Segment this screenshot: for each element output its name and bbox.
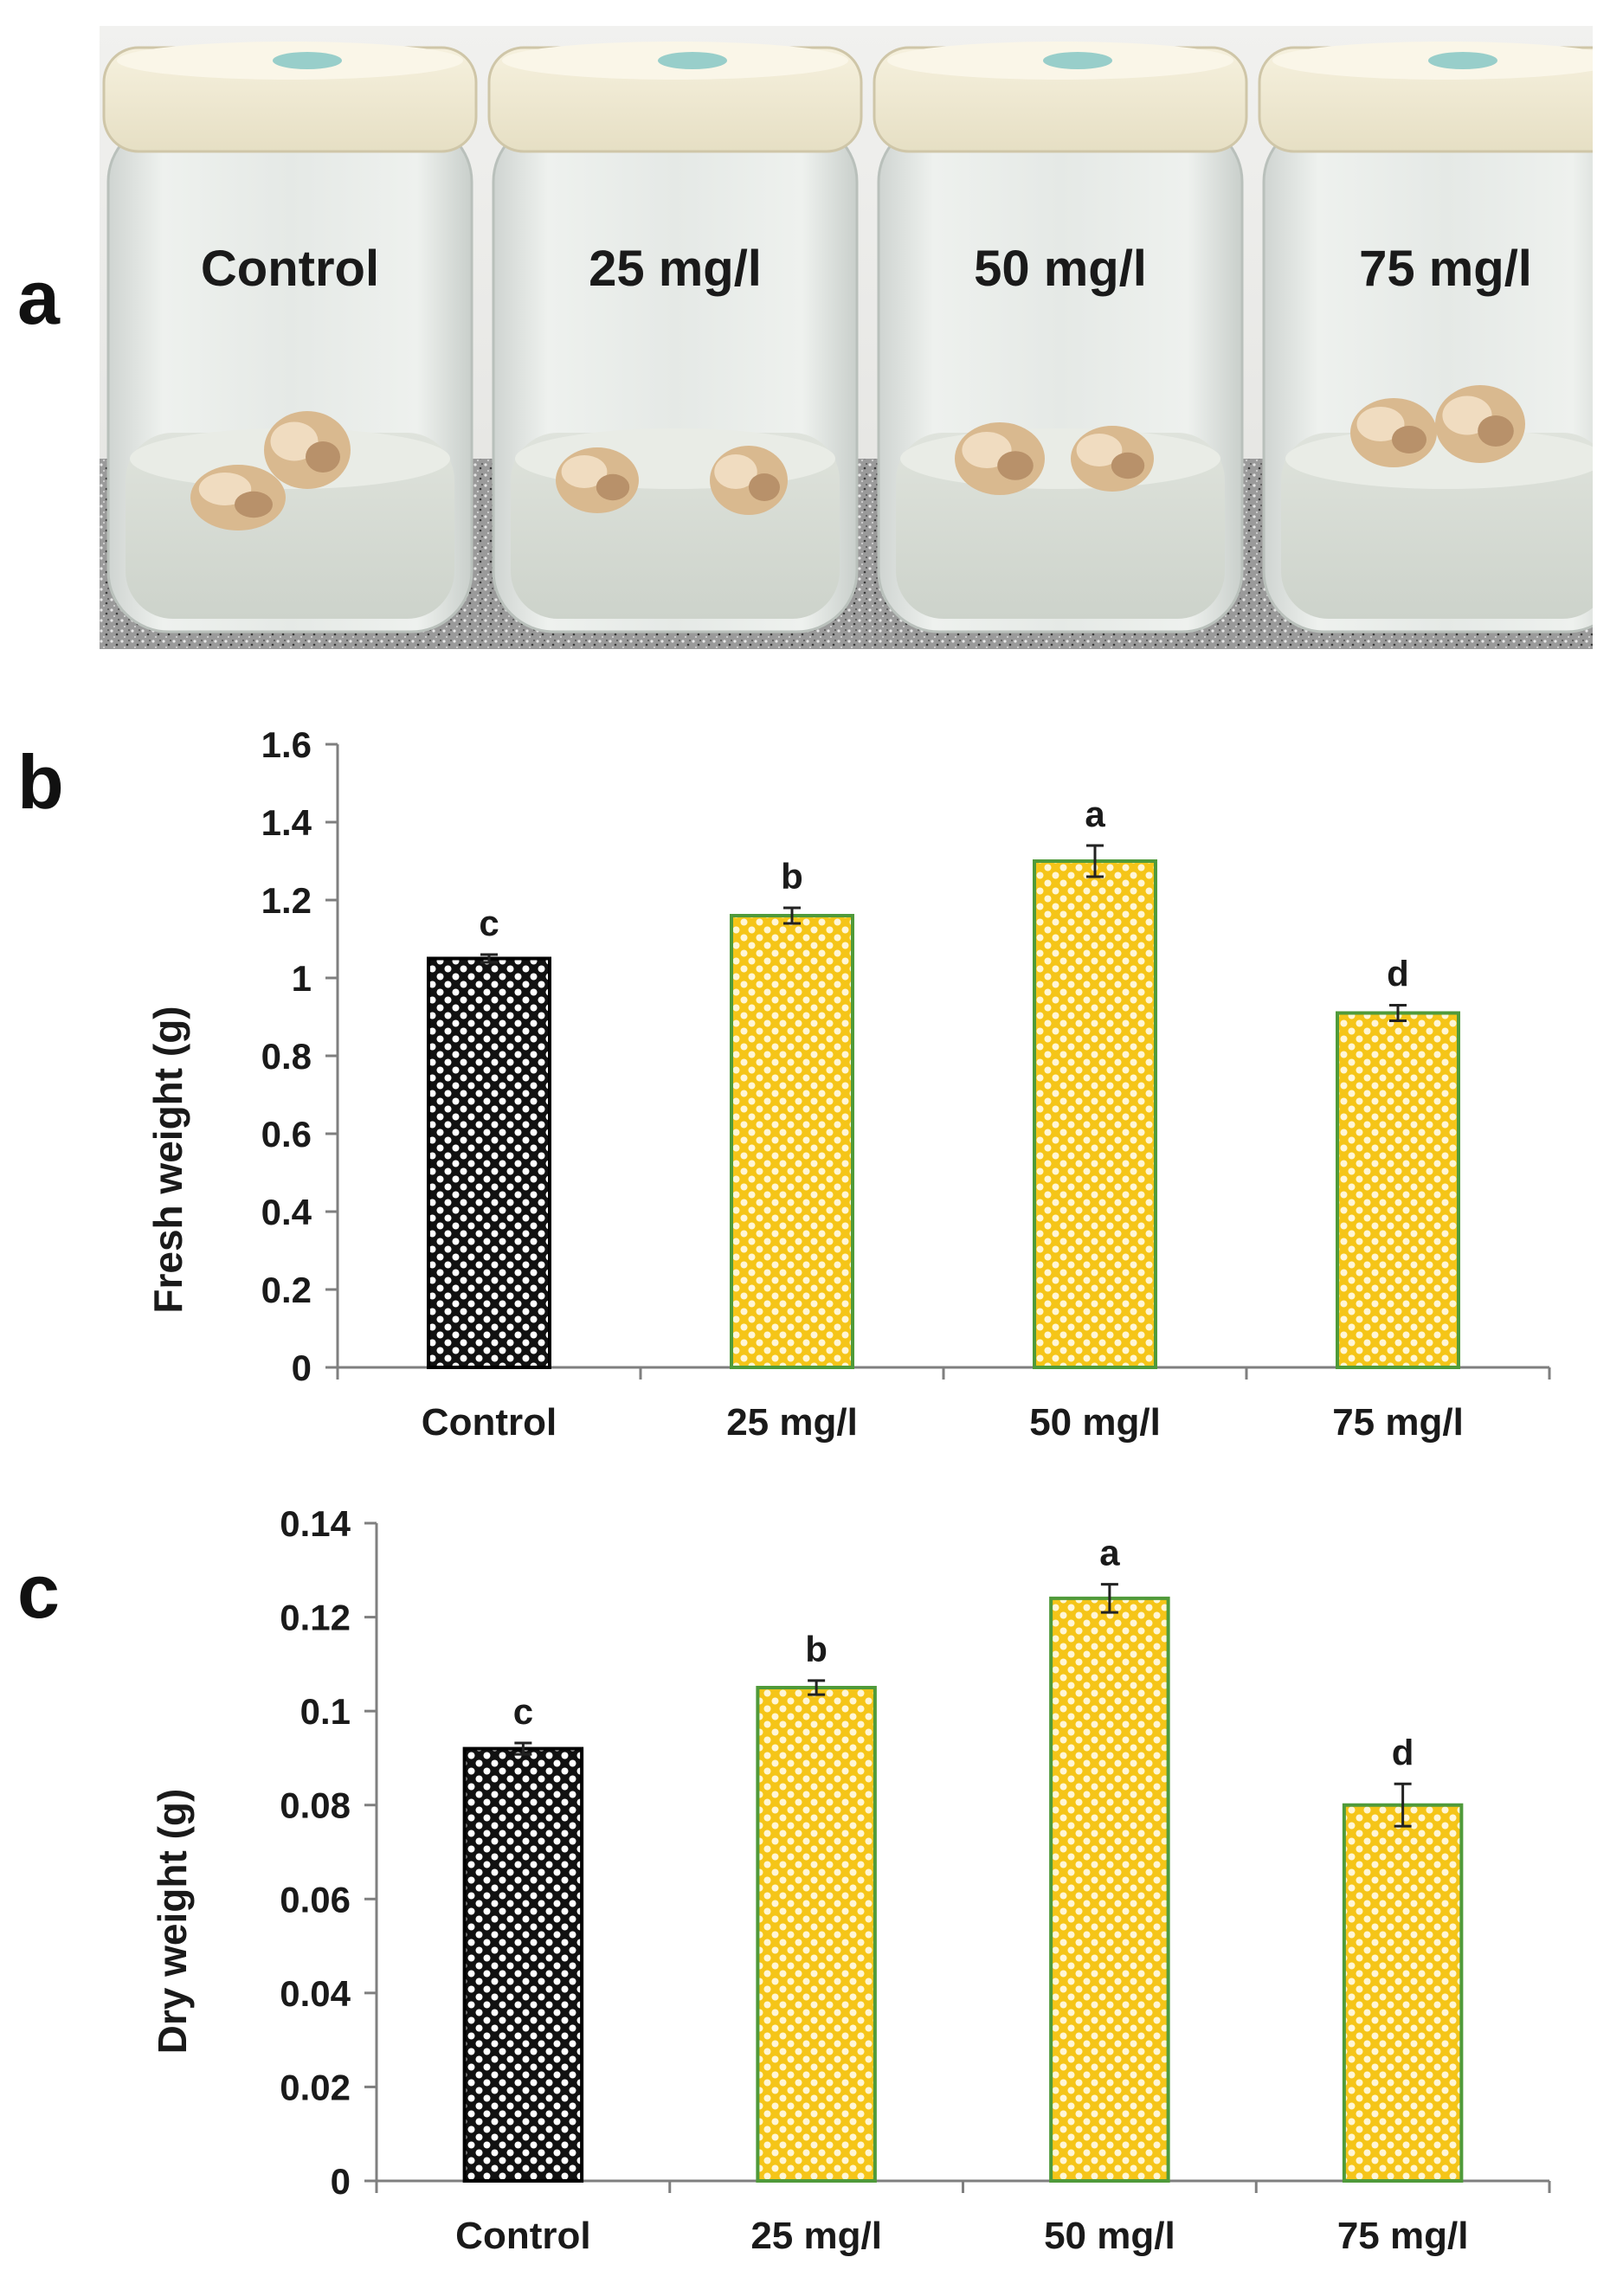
significance-letter: b: [805, 1629, 828, 1669]
callus-clump: [1071, 426, 1154, 492]
bar: [462, 1746, 584, 2183]
significance-letter: d: [1387, 954, 1409, 994]
culture-jar: [487, 42, 863, 633]
culture-jar: [1258, 42, 1593, 633]
y-tick-label: 0.14: [280, 1503, 351, 1544]
culture-jars-photo: Control 25 mg/l 50 mg/l 75 mg/l: [100, 26, 1593, 649]
y-tick-label: 1.4: [261, 802, 312, 843]
callus-clump: [264, 411, 351, 489]
callus-clump: [556, 447, 639, 513]
culture-jar: [873, 42, 1248, 633]
jar-label: 50 mg/l: [974, 241, 1147, 297]
error-bar: [808, 1679, 826, 1696]
error-bar: [480, 953, 498, 964]
y-tick-label: 0: [292, 1347, 312, 1388]
bar: [427, 956, 551, 1369]
y-tick-label: 1: [292, 958, 312, 999]
panel-label-c: c: [17, 1548, 60, 1634]
significance-letter: d: [1392, 1732, 1414, 1772]
fresh-weight-chart: Fresh weight (g) 0 0.2 0.4 0.6 0.8 1 1.2 1.4 1.6…: [145, 724, 1551, 1444]
bar: [730, 914, 854, 1369]
x-tick-label: Control: [455, 2215, 590, 2257]
significance-letter: b: [781, 856, 803, 897]
error-bar: [1389, 1004, 1407, 1022]
panel-label-b: b: [17, 739, 64, 825]
y-tick-label: 0.08: [280, 1785, 351, 1826]
error-bar: [1100, 1583, 1118, 1614]
y-axis-label: Dry weight (g): [150, 1789, 195, 2055]
x-tick-label: 75 mg/l: [1337, 2215, 1469, 2257]
jar-label: 75 mg/l: [1359, 241, 1532, 297]
error-bar: [1086, 844, 1104, 878]
y-tick-label: 0.02: [280, 2067, 351, 2107]
jar-label: Control: [201, 241, 379, 297]
error-bar: [514, 1741, 532, 1756]
culture-jars-illustration: Control 25 mg/l 50 mg/l 75 mg/l: [100, 26, 1593, 649]
bar: [1049, 1596, 1170, 2183]
x-tick-label: 50 mg/l: [1044, 2215, 1175, 2257]
dry-weight-chart: Dry weight (g) 0 0.02 0.04 0.06 0.08 0.1 0.12 0…: [150, 1503, 1551, 2257]
callus-clump: [1350, 398, 1437, 467]
y-tick-label: 0.1: [300, 1691, 351, 1732]
y-tick-label: 1.6: [261, 724, 312, 765]
x-tick-label: 25 mg/l: [726, 1401, 858, 1444]
y-tick-label: 0.4: [261, 1192, 312, 1232]
callus-clump: [1435, 385, 1525, 463]
jar-label: 25 mg/l: [589, 241, 762, 297]
panel-label-a: a: [17, 254, 60, 340]
y-tick-label: 0.6: [261, 1114, 312, 1154]
x-tick-label: 25 mg/l: [750, 2215, 882, 2257]
error-bar: [1394, 1782, 1412, 1828]
y-tick-label: 0.12: [280, 1598, 351, 1638]
culture-jar: [102, 42, 478, 633]
y-axis-label: Fresh weight (g): [145, 1006, 190, 1313]
bar: [756, 1686, 877, 2183]
x-tick-label: 50 mg/l: [1029, 1401, 1161, 1444]
callus-clump: [710, 446, 788, 515]
y-tick-label: 0.04: [280, 1973, 351, 2014]
bar: [1033, 859, 1157, 1369]
callus-clump: [190, 465, 286, 531]
bar: [1336, 1011, 1460, 1369]
significance-letter: c: [479, 903, 499, 943]
significance-letter: a: [1099, 1533, 1120, 1573]
x-tick-label: 75 mg/l: [1332, 1401, 1464, 1444]
bar: [1342, 1803, 1464, 2183]
callus-clump: [955, 422, 1045, 495]
significance-letter: c: [513, 1691, 533, 1732]
y-tick-label: 0.06: [280, 1879, 351, 1920]
error-bar: [783, 906, 801, 925]
y-tick-label: 0: [331, 2161, 351, 2202]
significance-letter: a: [1085, 794, 1105, 834]
y-tick-label: 1.2: [261, 880, 312, 921]
y-tick-label: 0.8: [261, 1036, 312, 1077]
x-tick-label: Control: [422, 1401, 557, 1444]
y-tick-label: 0.2: [261, 1270, 312, 1310]
